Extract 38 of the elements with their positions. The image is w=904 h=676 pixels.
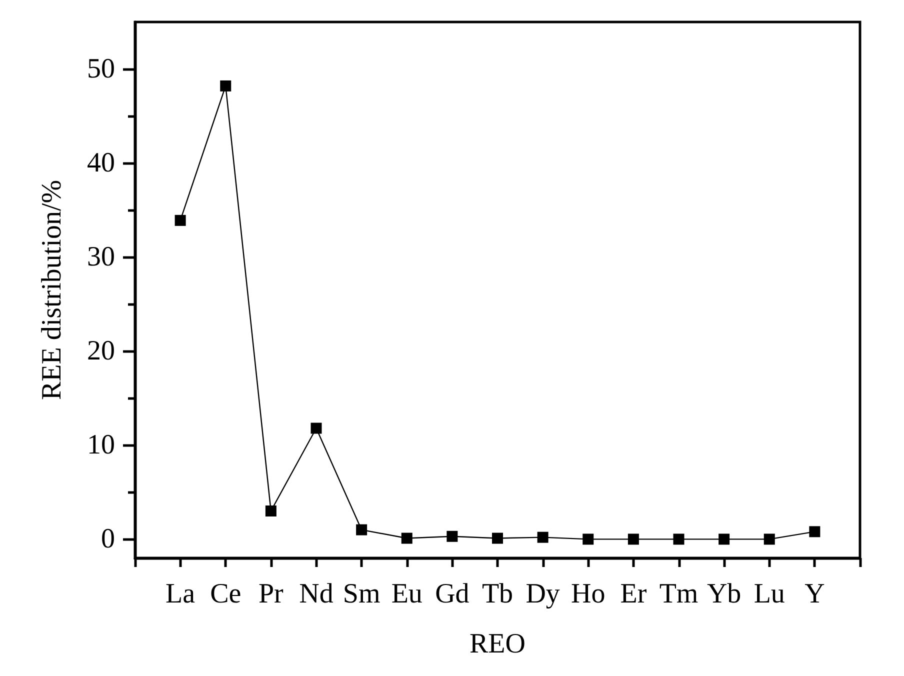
point: [310, 422, 322, 434]
x-tick-label: Tb: [482, 578, 514, 610]
x-tick-label: Lu: [754, 578, 785, 610]
point: [809, 526, 820, 538]
point: [356, 524, 368, 536]
x-tick-label: Er: [620, 578, 648, 610]
point: [718, 534, 730, 545]
y-axis-title: REE distribution/%: [36, 180, 68, 400]
x-tick-label: Eu: [391, 578, 422, 610]
x-tick-label: Nd: [299, 578, 334, 610]
point: [401, 532, 412, 544]
point: [628, 534, 639, 545]
y-tick-label: 10: [87, 430, 115, 461]
point: [764, 534, 775, 545]
x-tick-label: Dy: [526, 578, 560, 610]
y-tick-label: 30: [87, 242, 115, 273]
x-tick-label: Gd: [435, 578, 470, 610]
x-tick-label: Ho: [571, 578, 606, 610]
point: [174, 214, 186, 226]
y-tick-label: 50: [87, 54, 115, 85]
x-tick-label: Tm: [659, 578, 698, 610]
point: [673, 534, 684, 545]
x-tick-label: Y: [804, 578, 825, 610]
point: [537, 532, 548, 543]
point: [492, 532, 503, 544]
point: [446, 530, 458, 542]
x-tick-label: Ce: [210, 578, 242, 610]
point: [265, 505, 276, 516]
y-tick-label: 40: [87, 148, 115, 179]
x-tick-label: Pr: [258, 578, 284, 610]
point: [220, 80, 232, 92]
x-tick-label: La: [166, 578, 196, 610]
x-tick-label: Yb: [706, 578, 742, 610]
x-axis-title: REO: [470, 628, 526, 660]
point: [582, 534, 594, 545]
y-tick-label: 20: [87, 336, 115, 367]
y-tick-label: 0: [101, 524, 115, 555]
x-tick-label: Sm: [342, 578, 380, 610]
